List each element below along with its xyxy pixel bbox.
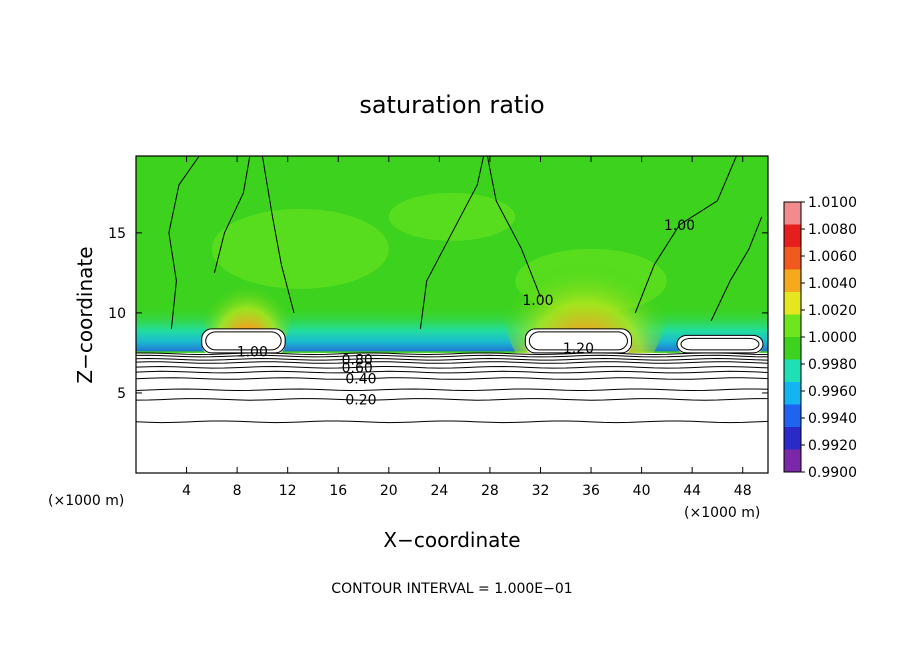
contour-lines [136, 156, 768, 424]
colorbar-label: 0.9960 [808, 384, 857, 400]
cloud-block [201, 328, 286, 355]
y-tick-label: 15 [108, 226, 126, 242]
contour-line [136, 365, 768, 369]
contour-line [136, 357, 768, 361]
colorbar-segment [784, 449, 801, 472]
colorbar-segment [784, 314, 801, 337]
colorbar-segment [784, 269, 801, 292]
colorbar: 1.0100 1.0080 1.0060 1.0040 1.0020 1.0000 0.99… [783, 195, 857, 481]
contour-line [168, 156, 200, 329]
contour-line [634, 156, 737, 314]
colorbar-segment [784, 337, 801, 360]
x-tick-label: 24 [430, 483, 448, 499]
x-tick-label: 20 [380, 483, 398, 499]
y-tick-label: 5 [117, 386, 126, 402]
y-axis: 5 10 15 [108, 226, 768, 402]
contour-interval-note: CONTOUR INTERVAL = 1.000E−01 [331, 581, 572, 597]
colorbar-label: 0.9980 [808, 357, 857, 373]
contour-line [136, 361, 768, 364]
colorbar-segment [784, 224, 801, 247]
x-axis-label: X−coordinate [383, 528, 520, 552]
contour-line [136, 398, 768, 401]
y-tick-label: 10 [108, 306, 126, 322]
contour-label: 0.40 [345, 372, 376, 388]
contour-line [136, 420, 768, 424]
cloud-contour [676, 334, 764, 354]
contour-label: 1.00 [664, 218, 695, 234]
contour-labels: 1.00 0.800.600.40 0.20 1.20 1.00 1.00 [237, 218, 695, 409]
x-tick-label: 16 [329, 483, 347, 499]
x-tick-label: 48 [734, 483, 752, 499]
x-tick-label: 36 [582, 483, 600, 499]
cloud-contour [201, 328, 286, 354]
colorbar-segment [784, 202, 801, 225]
cloud-block [525, 328, 632, 355]
x-axis: 4 8 12 16 20 24 28 32 36 40 44 48 [182, 156, 752, 499]
x-tick-label: 44 [683, 483, 701, 499]
colorbar-label: 1.0080 [808, 222, 857, 238]
contour-line [213, 156, 251, 274]
colorbar-segment [784, 427, 801, 450]
contour-label: 0.60 [342, 360, 373, 376]
cloud-contour [680, 337, 760, 351]
plot-frame [135, 155, 769, 474]
field-lower-region [136, 352, 768, 473]
contour-label: 0.20 [345, 392, 376, 408]
contour-line [136, 377, 768, 380]
contour-line [261, 156, 295, 314]
field-patch [388, 192, 516, 241]
contour-line [136, 354, 768, 358]
contour-label: 1.20 [563, 341, 594, 357]
x-tick-label: 8 [233, 483, 242, 499]
x-unit-left: (×1000 m) [48, 493, 124, 509]
colorbar-label: 1.0020 [808, 303, 857, 319]
contour-line [136, 388, 768, 392]
x-tick-label: 40 [633, 483, 651, 499]
contour-line [486, 156, 541, 298]
contour-line [136, 370, 768, 374]
cloud-contour [524, 328, 632, 354]
contour-line [419, 156, 485, 329]
contour-label: 1.00 [522, 293, 553, 309]
chart-title: saturation ratio [359, 91, 544, 119]
heatmap-field [136, 156, 768, 473]
x-tick-label: 12 [279, 483, 297, 499]
colorbar-segment [784, 247, 801, 270]
x-tick-label: 32 [532, 483, 550, 499]
colorbar-label: 0.9900 [808, 465, 857, 481]
cloud-contour [205, 331, 282, 351]
colorbar-label: 0.9940 [808, 411, 857, 427]
colorbar-label: 1.0100 [808, 195, 857, 211]
colorbar-label: 0.9920 [808, 438, 857, 454]
colorbar-segment [784, 382, 801, 405]
colorbar-label: 1.0060 [808, 249, 857, 265]
colorbar-label: 1.0040 [808, 276, 857, 292]
colorbar-segment [784, 404, 801, 427]
x-unit-right: (×1000 m) [684, 505, 760, 521]
contour-label: 1.00 [237, 344, 268, 360]
colorbar-segment [784, 292, 801, 315]
colorbar-label: 1.0000 [808, 330, 857, 346]
x-tick-label: 4 [182, 483, 191, 499]
contour-line [710, 216, 763, 322]
contour-label: 0.80 [342, 352, 373, 368]
y-axis-label: Z−coordinate [73, 246, 97, 383]
colorbar-segment [784, 359, 801, 382]
x-tick-label: 28 [481, 483, 499, 499]
cloud-contour [528, 331, 628, 351]
